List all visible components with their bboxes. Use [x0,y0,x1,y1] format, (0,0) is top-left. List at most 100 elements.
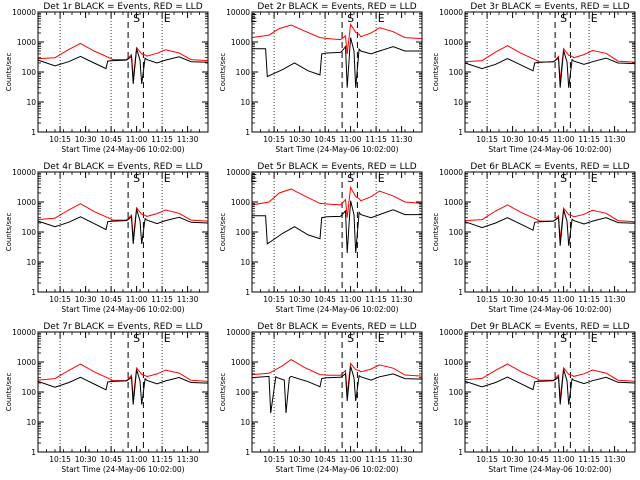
marker-label: S [347,12,354,25]
y-axis-label: Counts/sec [219,213,227,252]
y-tick-label: 1 [458,288,463,297]
x-tick-label: 11:00 [340,455,362,464]
y-axis-label: Counts/sec [432,373,440,412]
y-tick-label: 10000 [226,8,250,17]
y-tick-label: 10000 [12,168,36,177]
x-tick-label: 11:15 [151,135,173,144]
y-tick-label: 1 [31,448,36,457]
y-tick-label: 100 [449,228,464,237]
x-tick-label: 10:15 [263,135,285,144]
x-axis-label: Start Time (24-May-06 10:02:00) [275,305,398,314]
chart-title: Det 2r BLACK = Events, RED = LLD [257,2,416,12]
x-tick-label: 10:15 [49,295,71,304]
y-tick-label: 100 [22,68,37,77]
y-tick-label: 1 [31,128,36,137]
y-tick-label: 1000 [17,38,36,47]
chart-title: Det 9r BLACK = Events, RED = LLD [470,322,629,332]
x-tick-label: 11:15 [151,455,173,464]
x-tick-label: 11:00 [126,295,148,304]
y-tick-label: 1000 [444,38,463,47]
x-tick-label: 11:00 [340,135,362,144]
x-tick-label: 11:30 [177,295,199,304]
x-tick-label: 10:15 [263,455,285,464]
y-tick-label: 1000 [17,198,36,207]
y-tick-label: 10000 [12,8,36,17]
marker-label: S [347,332,354,345]
chart-title: Det 1r BLACK = Events, RED = LLD [43,2,202,12]
events-series-line [252,37,422,88]
x-tick-label: 10:30 [502,135,524,144]
marker-label: E [591,172,598,185]
x-tick-label: 10:15 [49,135,71,144]
marker-label: E [591,332,598,345]
y-tick-label: 1000 [231,38,250,47]
y-tick-label: 10000 [439,8,463,17]
chart-title: Det 7r BLACK = Events, RED = LLD [43,322,202,332]
y-tick-label: 1 [458,128,463,137]
x-tick-label: 10:15 [49,455,71,464]
y-axis-label: Counts/sec [432,53,440,92]
x-tick-label: 11:30 [391,295,413,304]
x-tick-label: 11:00 [553,295,575,304]
x-axis-label: Start Time (24-May-06 10:02:00) [61,305,184,314]
x-tick-label: 10:15 [476,135,498,144]
y-tick-label: 10000 [12,328,36,337]
y-tick-label: 10 [26,418,36,427]
y-tick-label: 10 [26,258,36,267]
x-axis-label: Start Time (24-May-06 10:02:00) [61,465,184,474]
x-tick-label: 10:45 [527,295,549,304]
x-axis-label: Start Time (24-May-06 10:02:00) [275,465,398,474]
x-tick-label: 10:30 [502,295,524,304]
marker-label: S [560,172,567,185]
x-tick-label: 10:30 [75,295,97,304]
x-tick-label: 10:45 [100,455,122,464]
x-axis-label: Start Time (24-May-06 10:02:00) [488,145,611,154]
y-tick-label: 1 [31,288,36,297]
x-axis-label: Start Time (24-May-06 10:02:00) [61,145,184,154]
x-tick-label: 10:30 [289,295,311,304]
y-tick-label: 1 [245,128,250,137]
x-tick-label: 10:45 [314,295,336,304]
y-axis-label: Counts/sec [5,53,13,92]
y-axis-label: Counts/sec [432,213,440,252]
chart-title: Det 6r BLACK = Events, RED = LLD [470,162,629,172]
events-series-line [464,50,636,88]
marker-label: E [164,12,171,25]
x-tick-label: 11:15 [578,455,600,464]
x-tick-label: 10:45 [100,295,122,304]
y-axis-label: Counts/sec [219,373,227,412]
y-tick-label: 1000 [231,358,250,367]
chart-title: Det 5r BLACK = Events, RED = LLD [257,162,416,172]
x-tick-label: 11:30 [604,455,626,464]
y-tick-label: 1000 [231,198,250,207]
y-tick-label: 10000 [226,168,250,177]
y-axis-label: Counts/sec [219,53,227,92]
y-tick-label: 10 [453,98,463,107]
events-series-line [251,366,423,414]
y-tick-label: 100 [22,388,37,397]
marker-label: E [378,172,385,185]
marker-label: E [164,332,171,345]
events-series-line [37,48,209,84]
x-tick-label: 10:15 [476,295,498,304]
x-tick-label: 11:30 [177,135,199,144]
lld-series-line [251,185,423,218]
x-axis-label: Start Time (24-May-06 10:02:00) [488,305,611,314]
y-axis-label: Counts/sec [5,213,13,252]
y-tick-label: 1 [245,448,250,457]
x-axis-label: Start Time (24-May-06 10:02:00) [488,465,611,474]
lld-series-line [251,22,423,54]
x-tick-label: 10:30 [289,135,311,144]
y-tick-label: 100 [236,68,251,77]
y-tick-label: 10 [240,418,250,427]
x-tick-label: 10:45 [100,135,122,144]
x-tick-label: 10:30 [502,455,524,464]
y-tick-label: 1000 [444,198,463,207]
